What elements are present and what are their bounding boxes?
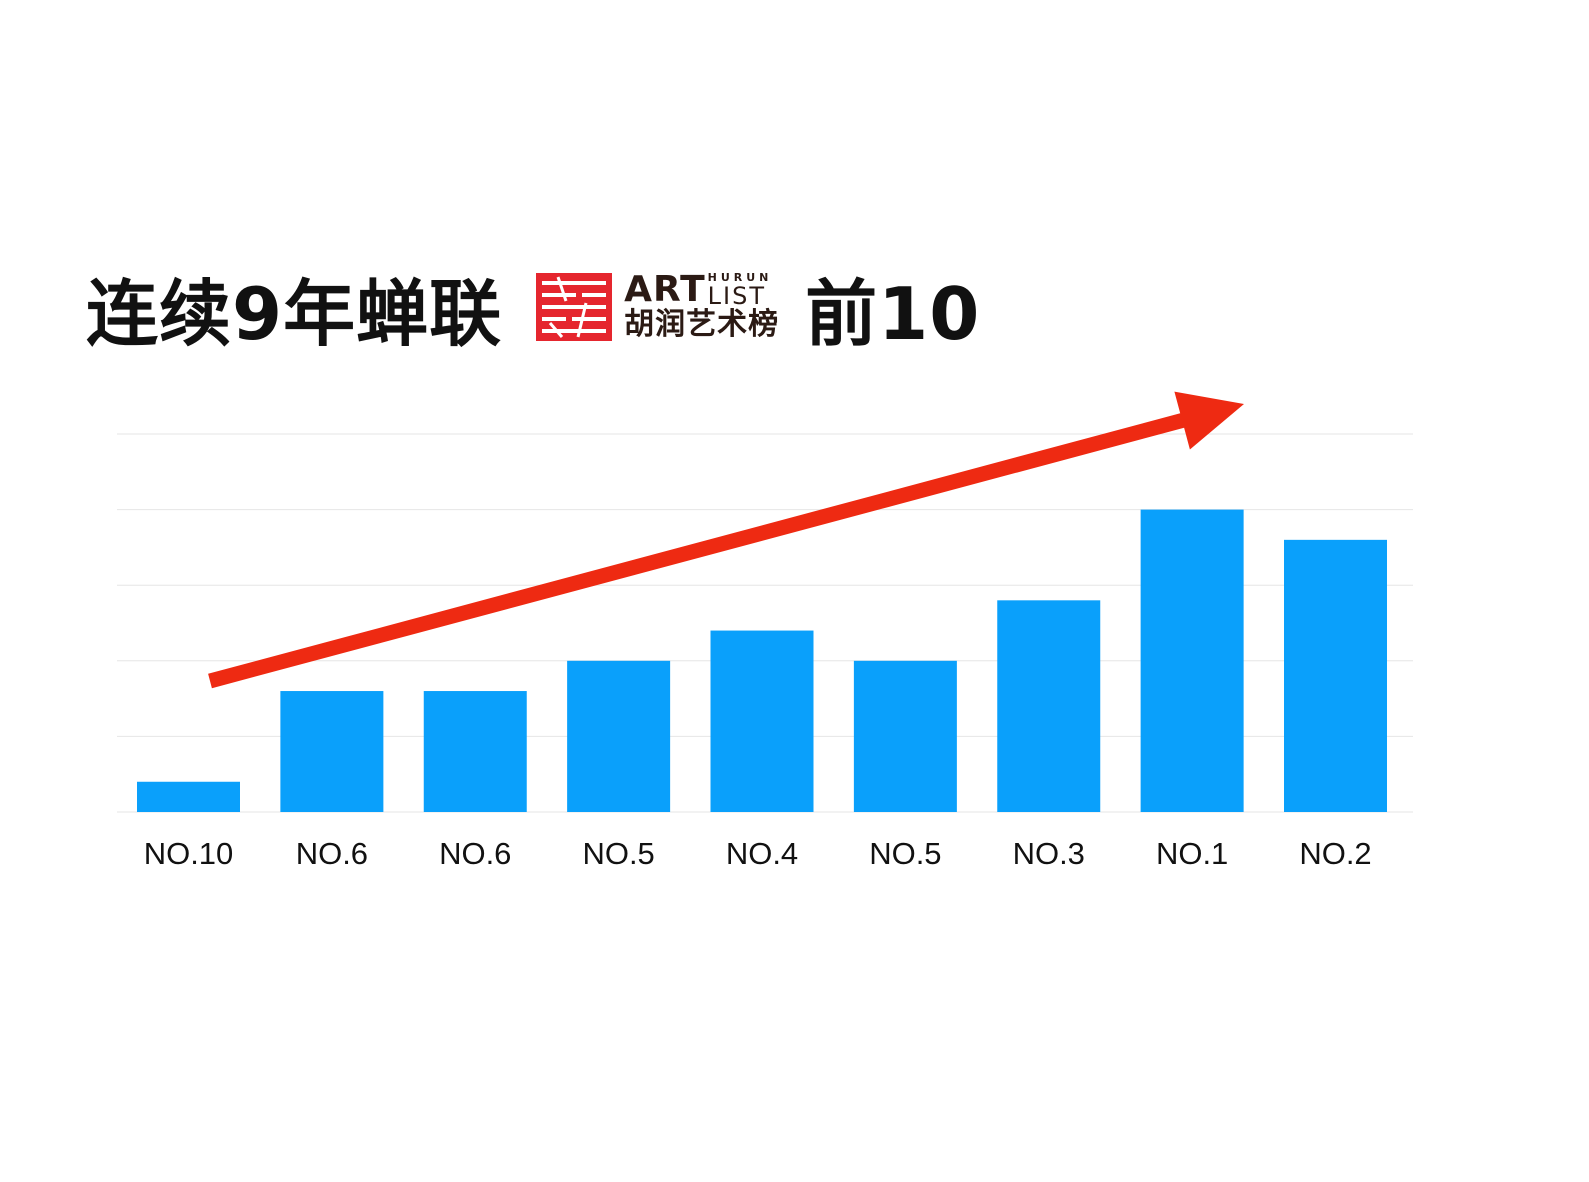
x-tick-label: NO.3	[1013, 836, 1085, 871]
bar	[1284, 539, 1387, 812]
bar	[710, 630, 814, 812]
x-tick-label: NO.1	[1156, 836, 1228, 871]
bar	[853, 660, 957, 812]
bar	[423, 691, 527, 812]
x-tick-label: NO.2	[1299, 836, 1371, 871]
x-tick-label: NO.4	[726, 836, 798, 871]
x-axis-labels: NO.10 NO.6 NO.6 NO.5 NO.4 NO.5 NO.3 NO.1 NO.2	[144, 836, 1372, 871]
bar	[1140, 509, 1244, 812]
x-tick-label: NO.5	[582, 836, 654, 871]
x-tick-label: NO.6	[296, 836, 368, 871]
bar	[567, 660, 671, 812]
trend-arrow-shape	[208, 391, 1245, 689]
headline-suffix: 前10	[805, 271, 981, 356]
bar	[997, 600, 1101, 812]
logo-wordmark: ART HURUN LIST 胡润艺术榜	[624, 272, 779, 342]
bars	[137, 509, 1387, 812]
x-tick-label: NO.6	[439, 836, 511, 871]
logo-list-text: LIST	[707, 282, 766, 310]
hurun-art-list-logo: ART HURUN LIST 胡润艺术榜	[536, 269, 779, 345]
logo-hurun-text: HURUN	[707, 271, 773, 284]
x-tick-label: NO.10	[144, 836, 234, 871]
trend-arrow	[208, 391, 1245, 689]
bar	[280, 691, 384, 812]
logo-art-text: ART	[624, 269, 706, 310]
bar	[137, 781, 240, 812]
logo-chinese-text: 胡润艺术榜	[624, 307, 780, 342]
hurun-seal-icon	[536, 273, 613, 341]
x-tick-label: NO.5	[869, 836, 941, 871]
headline-prefix: 连续9年蝉联	[86, 271, 503, 356]
headline: 连续9年蝉联 ART HURUN LIST 胡润艺术榜 前10	[86, 262, 980, 356]
